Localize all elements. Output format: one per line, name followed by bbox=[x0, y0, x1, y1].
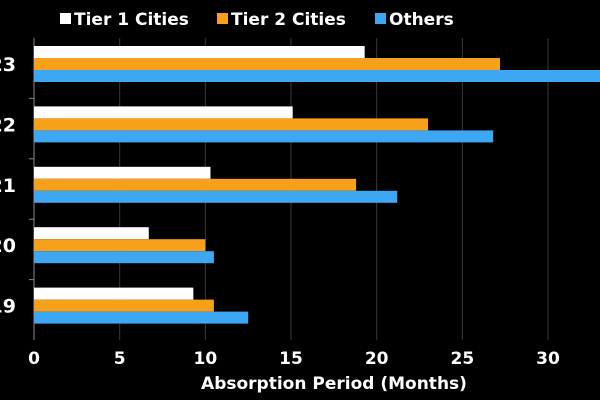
bar-2021-tier-2-cities bbox=[34, 178, 357, 191]
bars bbox=[34, 46, 600, 324]
bar-2019-tier-1-cities bbox=[34, 287, 194, 300]
legend-label: Tier 1 Cities bbox=[74, 10, 189, 30]
legend-label: Tier 2 Cities bbox=[231, 10, 346, 30]
category-label: 20 bbox=[0, 235, 16, 257]
category-label: 19 bbox=[0, 296, 16, 318]
x-tick-label: 15 bbox=[279, 349, 303, 369]
x-tick-label: 5 bbox=[114, 349, 126, 369]
bar-2019-tier-2-cities bbox=[34, 299, 214, 312]
legend-swatch-tier-1-cities bbox=[60, 13, 71, 24]
bar-2023-tier-2-cities bbox=[34, 58, 501, 70]
bar-2022-others bbox=[34, 130, 494, 143]
legend-swatch-others bbox=[375, 13, 386, 24]
bar-2020-others bbox=[34, 251, 214, 264]
x-tick-label: 20 bbox=[365, 349, 389, 369]
category-labels: 23 22 21 20 19 bbox=[0, 54, 16, 318]
legend: Tier 1 Cities Tier 2 Cities Others bbox=[60, 10, 454, 30]
bar-2023-tier-1-cities bbox=[34, 46, 365, 58]
y-axis bbox=[29, 38, 35, 340]
x-tick-label: 10 bbox=[193, 349, 217, 369]
legend-swatch-tier-2-cities bbox=[217, 13, 228, 24]
category-label: 22 bbox=[0, 114, 16, 136]
bar-2023-others bbox=[34, 70, 600, 82]
legend-label: Others bbox=[389, 10, 454, 30]
x-tick-label: 30 bbox=[536, 349, 560, 369]
bar-2020-tier-2-cities bbox=[34, 239, 206, 252]
bar-2019-others bbox=[34, 311, 249, 324]
category-label: 23 bbox=[0, 54, 16, 76]
bar-2021-others bbox=[34, 190, 398, 203]
x-tick-labels: 0 5 10 15 20 25 30 bbox=[28, 349, 560, 369]
bar-2022-tier-2-cities bbox=[34, 118, 429, 131]
x-tick-label: 25 bbox=[450, 349, 474, 369]
bar-2020-tier-1-cities bbox=[34, 227, 149, 240]
x-tick-label: 0 bbox=[28, 349, 40, 369]
bar-2021-tier-1-cities bbox=[34, 166, 211, 179]
bar-2022-tier-1-cities bbox=[34, 106, 293, 119]
x-axis-title: Absorption Period (Months) bbox=[201, 374, 467, 394]
category-label: 21 bbox=[0, 175, 16, 197]
